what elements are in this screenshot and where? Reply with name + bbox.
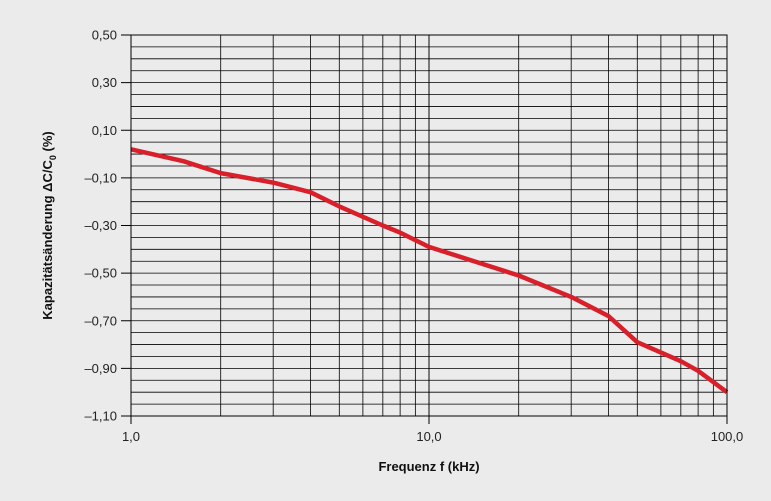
y-tick-label: 0,50 [92,28,117,43]
x-tick-label: 1,0 [122,429,140,444]
y-tick-label: 0,10 [92,123,117,138]
y-axis-title-subscript: 0 [48,155,58,160]
y-axis-title-tail: (%) [40,131,55,155]
x-axis-title: Frequenz f (kHz) [378,459,479,474]
y-tick-label: –0,70 [84,313,117,328]
y-tick-label: –0,10 [84,170,117,185]
x-tick-label: 100,0 [711,429,744,444]
y-tick-label: 0,30 [92,75,117,90]
tick-labels: 0,50 0,30 0,10 –0,10 –0,30 –0,50 –0,70 –0,90 –1,… [84,28,743,445]
y-tick-label: –0,90 [84,361,117,376]
y-axis-title: Kapazitätsänderung ΔC/C0 (%) [40,131,58,319]
y-axis-title-main: Kapazitätsänderung ΔC/C [40,160,55,320]
y-tick-label: –0,30 [84,218,117,233]
grid [130,34,728,417]
series-layer [130,147,729,395]
y-tick-label: –1,10 [84,409,117,424]
y-tick-label: –0,50 [84,266,117,281]
x-tick-label: 10,0 [416,429,441,444]
